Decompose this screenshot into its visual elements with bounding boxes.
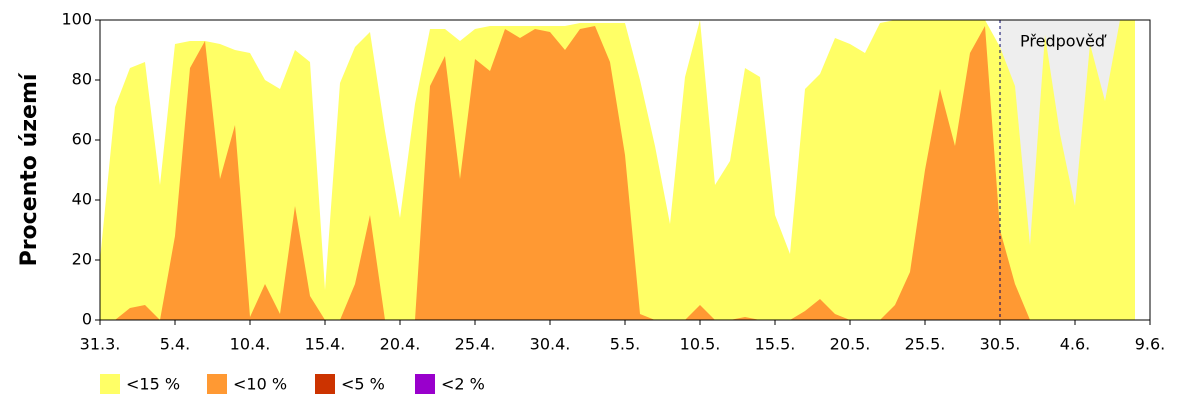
x-tick-label: 5.5. (610, 335, 641, 354)
legend-label: <5 % (341, 375, 385, 394)
x-tick-label: 10.5. (680, 335, 721, 354)
x-tick-label: 31.3. (80, 335, 121, 354)
x-tick-label: 25.4. (455, 335, 496, 354)
y-tick-label: 40 (72, 190, 92, 209)
x-tick-label: 10.4. (230, 335, 271, 354)
annotation: Předpověď (1020, 32, 1107, 51)
x-tick-label: 30.5. (980, 335, 1021, 354)
y-tick-label: 100 (61, 10, 92, 29)
legend-swatch (415, 374, 435, 394)
x-tick-label: 20.5. (830, 335, 871, 354)
y-tick-label: 60 (72, 130, 92, 149)
x-tick-label: 5.4. (160, 335, 191, 354)
legend-label: <15 % (126, 375, 180, 394)
x-tick-label: 20.4. (380, 335, 421, 354)
y-tick-label: 20 (72, 250, 92, 269)
legend-swatch (207, 374, 227, 394)
x-tick-label: 30.4. (530, 335, 571, 354)
x-tick-label: 15.5. (755, 335, 796, 354)
x-tick-label: 4.6. (1060, 335, 1091, 354)
area (100, 26, 1135, 320)
x-tick-label: 15.4. (305, 335, 346, 354)
y-axis-label: Procento území (17, 72, 42, 266)
y-tick-label: 0 (82, 310, 92, 329)
x-tick-label: 9.6. (1135, 335, 1166, 354)
legend-swatch (100, 374, 120, 394)
y-tick-label: 80 (72, 70, 92, 89)
legend-label: <10 % (233, 375, 287, 394)
legend-swatch (315, 374, 335, 394)
x-tick-label: 25.5. (905, 335, 946, 354)
legend-label: <2 % (441, 375, 485, 394)
